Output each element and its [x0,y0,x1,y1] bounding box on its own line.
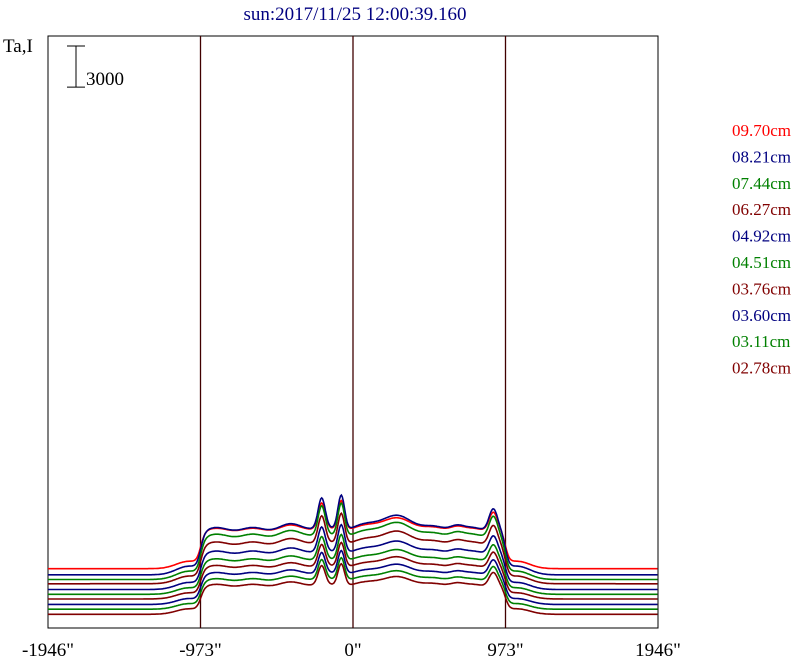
series-line-03.76cm [48,541,658,600]
series-curves [48,493,658,616]
x-tick-label: 0" [344,640,361,661]
legend-entry: 03.11cm [732,332,790,351]
reference-lines [199,36,507,628]
legend-entry: 03.60cm [732,306,791,325]
legend-entry: 03.76cm [732,279,791,298]
legend-entry: 09.70cm [732,121,791,140]
x-tick-label: 973" [487,640,523,661]
x-tick-label: 1946" [635,640,681,661]
series-line-06.27cm [48,512,658,585]
x-tick-label: -1946" [22,640,74,661]
legend-entry: 02.78cm [732,359,791,378]
series-line-04.51cm [48,533,658,596]
series-line-07.44cm [48,501,658,581]
y-axis-label: Ta,I [3,36,33,57]
series-line-03.11cm [48,556,658,610]
x-tick-labels: -1946" -973" 0" 973" 1946" [22,640,681,661]
series-line-08.21cm [48,493,658,576]
series-line-04.92cm [48,523,658,591]
legend-entry: 08.21cm [732,147,791,166]
x-tick-label: -973" [179,640,222,661]
legend-entry: 07.44cm [732,174,791,193]
scale-bar: 3000 [67,45,124,90]
scale-bar-label: 3000 [86,69,124,90]
legend: 09.70cm 08.21cm 07.44cm 06.27cm 04.92cm 04.51… [732,121,791,378]
series-line-02.78cm [48,562,658,616]
legend-entry: 06.27cm [732,200,791,219]
legend-entry: 04.92cm [732,227,791,246]
legend-entry: 04.51cm [732,253,791,272]
chart-title: sun:2017/11/25 12:00:39.160 [243,4,466,25]
series-line-03.60cm [48,549,658,606]
